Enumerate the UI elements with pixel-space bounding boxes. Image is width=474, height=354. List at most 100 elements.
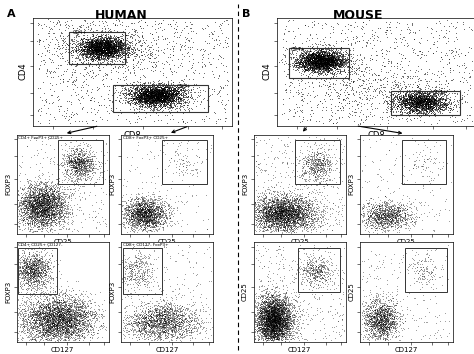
Point bbox=[301, 205, 308, 211]
Point bbox=[94, 40, 101, 45]
Point bbox=[319, 153, 327, 159]
Point bbox=[272, 200, 280, 206]
Point bbox=[332, 65, 339, 70]
Point bbox=[383, 206, 390, 212]
Point bbox=[413, 103, 420, 109]
Point bbox=[264, 314, 272, 320]
Point bbox=[47, 206, 55, 212]
Point bbox=[97, 42, 104, 47]
Point bbox=[388, 313, 396, 319]
Point bbox=[175, 321, 182, 327]
Point bbox=[268, 304, 276, 310]
Point bbox=[296, 330, 304, 336]
Point bbox=[136, 90, 143, 96]
Point bbox=[167, 306, 175, 311]
Point bbox=[410, 112, 418, 118]
Point bbox=[267, 198, 274, 204]
Point bbox=[23, 199, 31, 204]
Point bbox=[47, 214, 55, 220]
Point bbox=[376, 203, 383, 209]
Point bbox=[31, 196, 38, 201]
Point bbox=[27, 274, 35, 279]
Point bbox=[15, 328, 22, 334]
Point bbox=[256, 326, 264, 332]
Point bbox=[305, 267, 312, 273]
Point bbox=[270, 189, 278, 194]
Point bbox=[147, 314, 155, 320]
Point bbox=[47, 211, 55, 216]
Point bbox=[140, 82, 147, 87]
Point bbox=[270, 326, 277, 331]
Point bbox=[421, 97, 429, 103]
Point bbox=[374, 316, 381, 322]
Point bbox=[75, 337, 83, 343]
Point bbox=[288, 198, 295, 203]
Point bbox=[119, 40, 127, 45]
Point bbox=[319, 68, 327, 74]
Point bbox=[69, 325, 76, 331]
Point bbox=[136, 218, 144, 224]
Point bbox=[36, 181, 44, 187]
Point bbox=[170, 90, 177, 96]
Point bbox=[254, 310, 262, 316]
Point bbox=[339, 51, 346, 57]
Point bbox=[83, 143, 91, 148]
Point bbox=[107, 46, 115, 51]
Point bbox=[67, 37, 75, 42]
Point bbox=[48, 194, 56, 199]
Point bbox=[407, 93, 415, 99]
Point bbox=[150, 90, 157, 96]
Point bbox=[94, 41, 102, 47]
Point bbox=[160, 325, 167, 331]
Point bbox=[268, 319, 275, 325]
Point bbox=[397, 223, 405, 229]
Point bbox=[133, 258, 140, 264]
Point bbox=[82, 52, 90, 57]
Point bbox=[54, 210, 61, 216]
Point bbox=[309, 66, 316, 72]
Point bbox=[316, 171, 323, 177]
Point bbox=[281, 225, 289, 231]
Point bbox=[329, 52, 337, 57]
Point bbox=[388, 215, 395, 220]
Point bbox=[271, 209, 279, 214]
Point bbox=[48, 316, 56, 321]
Point bbox=[278, 59, 286, 65]
Point bbox=[263, 210, 270, 216]
Point bbox=[59, 297, 66, 303]
Point bbox=[124, 52, 132, 58]
Point bbox=[77, 313, 85, 318]
Point bbox=[97, 35, 105, 40]
Point bbox=[59, 209, 66, 214]
Point bbox=[98, 45, 105, 51]
Point bbox=[134, 206, 141, 212]
Point bbox=[311, 190, 319, 196]
Point bbox=[323, 56, 330, 62]
Point bbox=[319, 276, 326, 281]
Point bbox=[40, 291, 47, 296]
Point bbox=[264, 326, 272, 332]
Point bbox=[301, 55, 309, 60]
Point bbox=[292, 216, 300, 222]
Point bbox=[73, 143, 81, 149]
Point bbox=[66, 164, 73, 170]
Point bbox=[322, 61, 329, 66]
Point bbox=[26, 270, 34, 276]
Point bbox=[33, 310, 40, 315]
Point bbox=[35, 191, 43, 197]
Point bbox=[161, 218, 169, 223]
Point bbox=[274, 320, 282, 326]
Point bbox=[280, 194, 288, 200]
Point bbox=[276, 314, 284, 320]
Point bbox=[73, 160, 81, 166]
Point bbox=[275, 207, 283, 212]
Point bbox=[340, 56, 348, 61]
Point bbox=[64, 328, 72, 334]
Point bbox=[277, 314, 285, 320]
Point bbox=[302, 264, 310, 269]
Point bbox=[270, 303, 278, 308]
Point bbox=[282, 325, 290, 331]
Point bbox=[83, 301, 91, 306]
Point bbox=[85, 41, 93, 47]
Point bbox=[407, 96, 414, 102]
